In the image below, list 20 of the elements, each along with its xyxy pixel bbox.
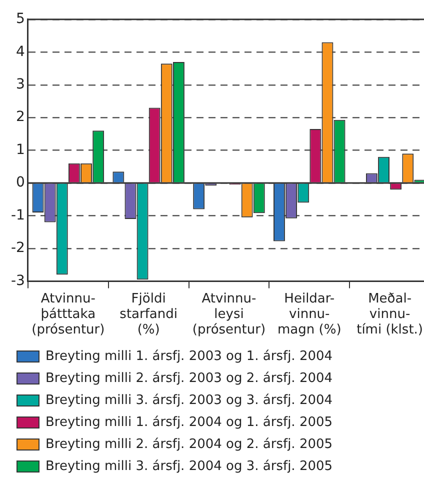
y-tick-label: 4 — [16, 44, 26, 60]
y-tick-label: 0 — [16, 174, 25, 191]
legend-label: Breyting milli 2. ársfj. 2003 og 2. ársfj. 2004 — [46, 370, 333, 386]
y-tick-label: 1 — [16, 142, 25, 158]
x-tick-label: Atvinnu- þátttaka (prósentur) — [32, 291, 105, 338]
y-tick-label: -2 — [10, 240, 25, 256]
legend-label: Breyting milli 2. ársfj. 2004 og 2. ársfj. 2005 — [46, 436, 333, 452]
legend-label: Breyting milli 1. ársfj. 2003 og 1. ársfj. 2004 — [46, 348, 333, 364]
x-tick-label: Heildar- vinnu- magn (%) — [278, 291, 342, 338]
x-tick-label: Meðal- vinnu- tími (klst.) — [356, 291, 423, 338]
y-tick-label: -1 — [10, 207, 25, 224]
y-tick-label: 5 — [16, 11, 25, 28]
y-tick-label: 2 — [16, 109, 25, 126]
legend-label: Breyting milli 3. ársfj. 2004 og 3. ársfj. 2005 — [46, 458, 333, 474]
y-tick-label: -3 — [10, 272, 25, 289]
y-tick-label: 3 — [16, 76, 25, 92]
legend-label: Breyting milli 1. ársfj. 2004 og 1. ársfj. 2005 — [46, 414, 333, 430]
x-tick-label: Fjöldi starfandi (%) — [120, 291, 178, 338]
legend-label: Breyting milli 3. ársfj. 2003 og 3. ársfj. 2004 — [46, 392, 333, 408]
x-tick-label: Atvinnu- leysi (prósentur) — [192, 291, 266, 338]
